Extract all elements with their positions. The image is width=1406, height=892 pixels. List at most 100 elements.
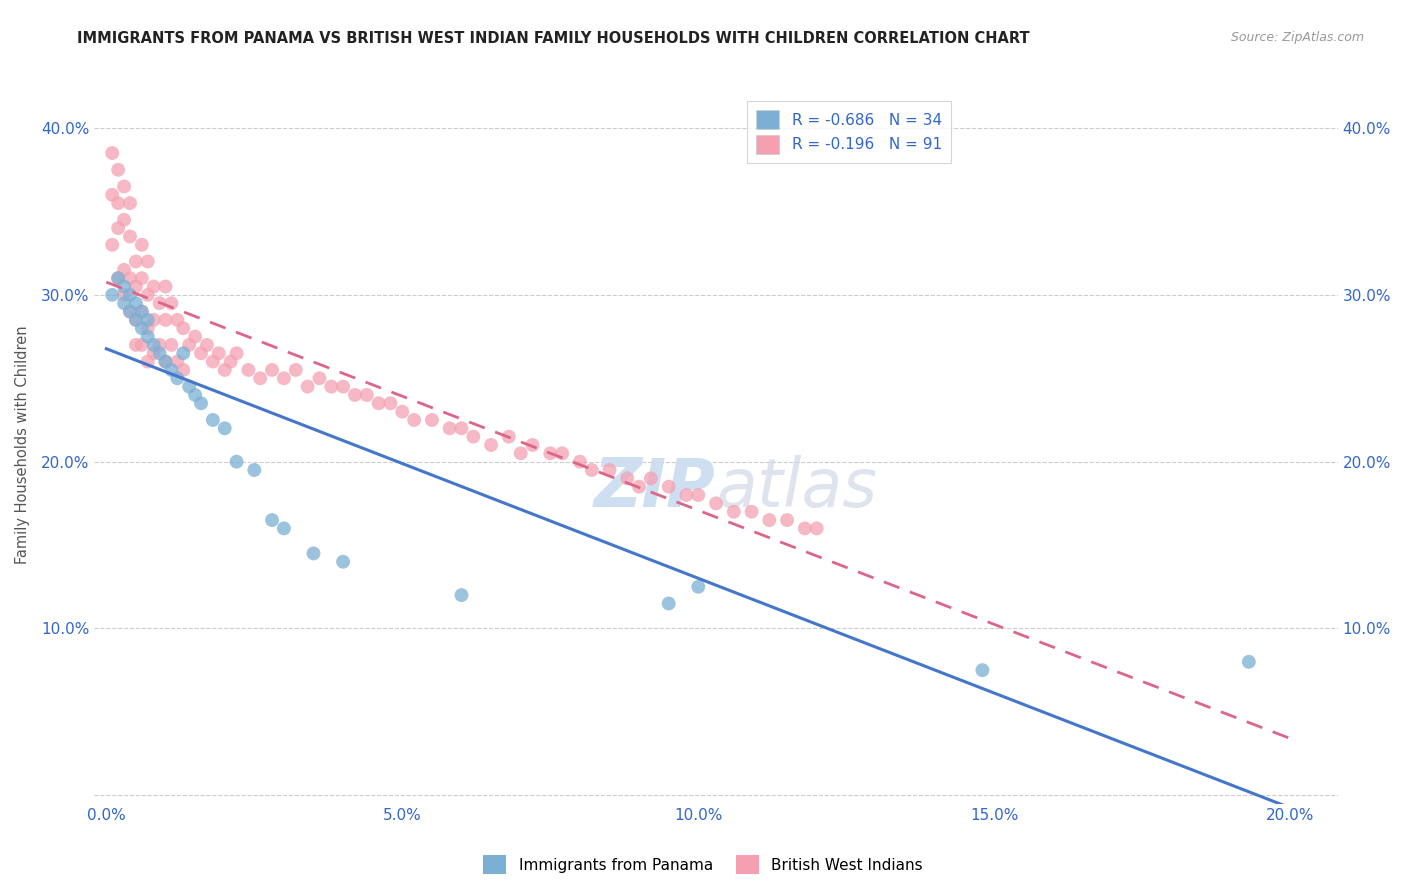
Point <box>297 379 319 393</box>
Point <box>136 321 159 335</box>
Point <box>118 271 141 285</box>
Point <box>118 196 141 211</box>
Point <box>172 321 194 335</box>
Point <box>107 271 129 285</box>
Point <box>125 313 148 327</box>
Point <box>125 296 148 310</box>
Point <box>420 413 443 427</box>
Point <box>172 346 194 360</box>
Point <box>166 354 188 368</box>
Point <box>391 404 413 418</box>
Point <box>118 229 141 244</box>
Point <box>136 329 159 343</box>
Point <box>184 329 207 343</box>
Point <box>214 421 236 435</box>
Point <box>522 438 544 452</box>
Point <box>131 321 153 335</box>
Point <box>225 346 247 360</box>
Point <box>356 388 378 402</box>
Point <box>107 221 129 235</box>
Point <box>806 521 828 535</box>
Point <box>688 488 710 502</box>
Point <box>112 288 135 302</box>
Point <box>155 313 177 327</box>
Text: Source: ZipAtlas.com: Source: ZipAtlas.com <box>1230 31 1364 45</box>
Point <box>616 471 638 485</box>
Point <box>184 388 207 402</box>
Point <box>118 304 141 318</box>
Point <box>107 162 129 177</box>
Point <box>101 187 124 202</box>
Point <box>219 354 242 368</box>
Point <box>142 279 165 293</box>
Point <box>112 263 135 277</box>
Point <box>149 346 172 360</box>
Point <box>332 379 354 393</box>
Point <box>179 379 201 393</box>
Point <box>1237 655 1260 669</box>
Point <box>568 455 591 469</box>
Point <box>628 480 651 494</box>
Point <box>551 446 574 460</box>
Point <box>688 580 710 594</box>
Point <box>343 388 366 402</box>
Point <box>131 304 153 318</box>
Point <box>741 505 763 519</box>
Point <box>125 338 148 352</box>
Point <box>302 546 325 560</box>
Point <box>131 271 153 285</box>
Point <box>131 304 153 318</box>
Point <box>776 513 799 527</box>
Text: atlas: atlas <box>716 455 877 521</box>
Point <box>450 421 472 435</box>
Point <box>321 379 343 393</box>
Text: IMMIGRANTS FROM PANAMA VS BRITISH WEST INDIAN FAMILY HOUSEHOLDS WITH CHILDREN CO: IMMIGRANTS FROM PANAMA VS BRITISH WEST I… <box>77 31 1031 46</box>
Point <box>675 488 697 502</box>
Point <box>166 371 188 385</box>
Point <box>136 313 159 327</box>
Point <box>273 371 295 385</box>
Point <box>195 338 218 352</box>
Point <box>509 446 531 460</box>
Point <box>160 296 183 310</box>
Point <box>479 438 502 452</box>
Point <box>179 338 201 352</box>
Point <box>249 371 271 385</box>
Point <box>214 363 236 377</box>
Point <box>190 396 212 410</box>
Point <box>142 338 165 352</box>
Point <box>160 338 183 352</box>
Point <box>450 588 472 602</box>
Point <box>581 463 603 477</box>
Text: ZIP: ZIP <box>595 455 716 521</box>
Point <box>190 346 212 360</box>
Point <box>367 396 389 410</box>
Point <box>463 430 485 444</box>
Point <box>131 237 153 252</box>
Point <box>107 196 129 211</box>
Point <box>598 463 620 477</box>
Point <box>149 296 172 310</box>
Legend: Immigrants from Panama, British West Indians: Immigrants from Panama, British West Ind… <box>478 849 928 880</box>
Legend: R = -0.686   N = 34, R = -0.196   N = 91: R = -0.686 N = 34, R = -0.196 N = 91 <box>747 101 950 163</box>
Point <box>723 505 745 519</box>
Point <box>380 396 402 410</box>
Point <box>118 288 141 302</box>
Point <box>332 555 354 569</box>
Point <box>101 237 124 252</box>
Point <box>155 279 177 293</box>
Point <box>172 363 194 377</box>
Point <box>160 363 183 377</box>
Point <box>131 338 153 352</box>
Point <box>166 313 188 327</box>
Point <box>640 471 662 485</box>
Point <box>243 463 266 477</box>
Point <box>284 363 307 377</box>
Point <box>125 279 148 293</box>
Point <box>225 455 247 469</box>
Point <box>972 663 994 677</box>
Point <box>136 288 159 302</box>
Point <box>704 496 727 510</box>
Point <box>125 313 148 327</box>
Point <box>101 288 124 302</box>
